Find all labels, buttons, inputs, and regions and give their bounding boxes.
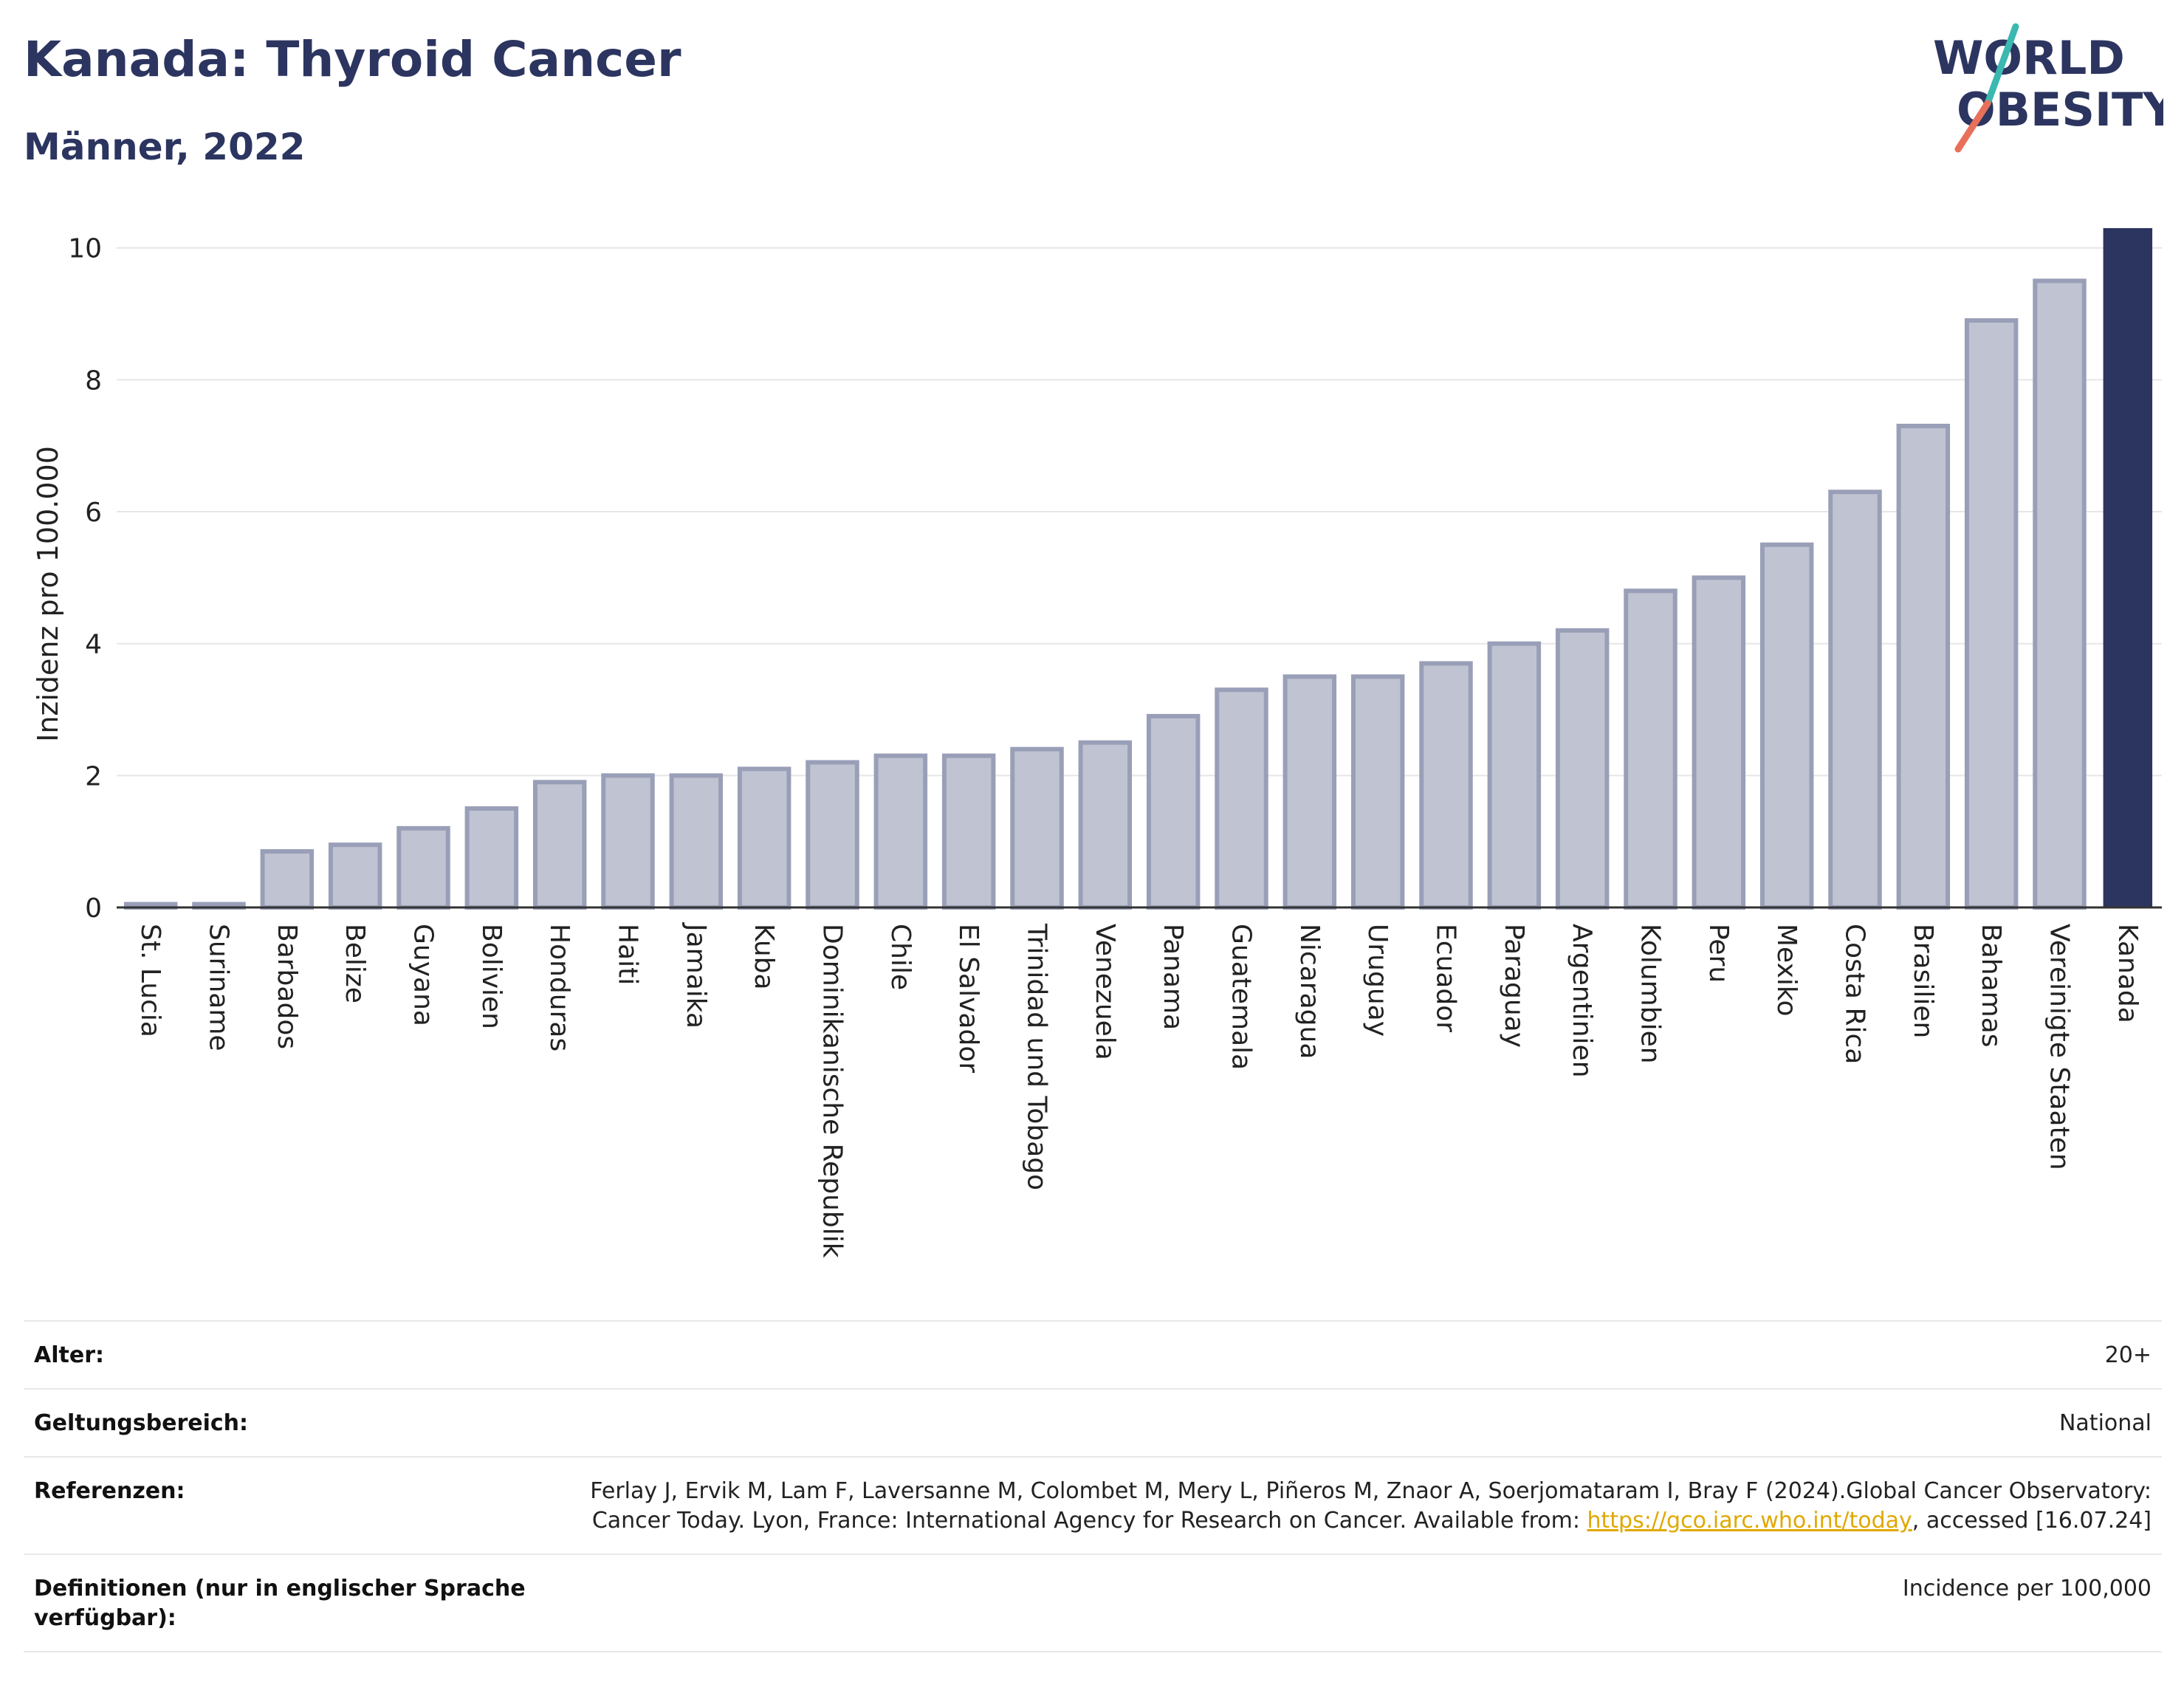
- x-tick-label: Haiti: [613, 924, 643, 985]
- bar-kanada: [2103, 227, 2153, 907]
- y-tick-label: 8: [85, 365, 102, 396]
- meta-row-references: Referenzen: Ferlay J, Ervik M, Lam F, La…: [24, 1456, 2162, 1553]
- bar-peru: [1692, 575, 1746, 910]
- metadata-table: Alter: 20+ Geltungsbereich: National Ref…: [24, 1320, 2162, 1652]
- meta-row-age: Alter: 20+: [24, 1320, 2162, 1388]
- x-tick-label: Mexiko: [1771, 924, 1802, 1016]
- x-tick-label: Jamaika: [681, 922, 711, 1029]
- x-tick-label: Panama: [1158, 924, 1188, 1030]
- y-tick-label: 6: [85, 498, 102, 528]
- x-tick-label: Uruguay: [1362, 924, 1393, 1037]
- meta-value: Ferlay J, Ervik M, Lam F, Laversanne M, …: [586, 1477, 2152, 1536]
- x-tick-label: Argentinien: [1567, 924, 1597, 1078]
- grid-lines: [117, 247, 2162, 777]
- bar-belize: [328, 842, 382, 910]
- x-tick-label: Barbados: [272, 924, 302, 1049]
- x-tick-label: Bahamas: [1976, 924, 2006, 1048]
- x-tick-label: Dominikanische Republik: [817, 924, 848, 1258]
- bar-honduras: [532, 780, 587, 910]
- bar-chile: [873, 753, 928, 910]
- x-tick-label: Peru: [1703, 924, 1734, 983]
- bar-bolivien: [464, 806, 519, 910]
- bar-jamaika: [669, 773, 724, 910]
- chart-subtitle: Männer, 2022: [24, 126, 306, 168]
- reference-text: Ferlay J, Ervik M, Lam F, Laversanne M, …: [590, 1478, 2152, 1534]
- meta-row-definitions: Definitionen (nur in englischer Sprache …: [24, 1553, 2162, 1652]
- x-tick-label: Guyana: [408, 924, 439, 1026]
- x-tick-label: Guatemala: [1226, 924, 1257, 1070]
- x-tick-label: Brasilien: [1908, 924, 1938, 1038]
- x-tick-label: Paraguay: [1499, 924, 1529, 1048]
- x-tick-label: Kuba: [749, 924, 779, 990]
- logo-slash-red: [1954, 100, 1991, 153]
- x-tick-label: Venezuela: [1090, 924, 1120, 1060]
- meta-value: 20+: [2104, 1342, 2152, 1368]
- bars: [123, 227, 2153, 910]
- bar-haiti: [601, 773, 655, 910]
- bar-mexiko: [1759, 542, 1814, 910]
- y-tick-label: 10: [68, 234, 102, 264]
- x-tick-label: Honduras: [544, 924, 574, 1051]
- y-tick-label: 0: [85, 893, 102, 924]
- bar-kolumbien: [1624, 588, 1678, 910]
- meta-label: Geltungsbereich:: [34, 1410, 249, 1436]
- bar-barbados: [260, 849, 315, 910]
- x-tick-label: Belize: [340, 924, 370, 1003]
- bar-vereinigte-staaten: [2033, 278, 2087, 910]
- world-obesity-logo: WORLD OBESITY: [1933, 23, 2163, 153]
- bar-costa-rica: [1828, 490, 1882, 910]
- x-tick-label: El Salvador: [953, 924, 983, 1073]
- x-tick-label: Bolivien: [476, 924, 506, 1029]
- bar-guatemala: [1215, 687, 1268, 910]
- bar-panama: [1146, 713, 1201, 910]
- x-tick-label: Trinidad und Tobago: [1022, 923, 1052, 1190]
- bar-kuba: [737, 766, 791, 910]
- meta-label: Referenzen:: [34, 1478, 185, 1504]
- x-tick-label: Nicaragua: [1294, 924, 1325, 1059]
- y-tick-label: 2: [85, 761, 102, 792]
- reference-link[interactable]: https://gco.iarc.who.int/today: [1587, 1508, 1912, 1534]
- logo-slash-teal: [1984, 23, 2019, 107]
- x-tick-label: Kolumbien: [1635, 924, 1666, 1064]
- x-tick-label: Kanada: [2112, 924, 2143, 1023]
- bar-argentinien: [1555, 628, 1610, 910]
- meta-label: Definitionen (nur in englischer Sprache …: [34, 1576, 526, 1631]
- y-axis-label: Inzidenz pro 100.000: [32, 446, 64, 742]
- bar-dominikanische-republik: [806, 760, 859, 910]
- meta-value: National: [2058, 1410, 2152, 1436]
- x-tick-label: St. Lucia: [135, 924, 165, 1037]
- bar-trinidad-und-tobago: [1010, 746, 1064, 910]
- bar-chart: 0 2 4 6 8 10 St. Lucia Suriname Barbados Belize Gu…: [32, 227, 2162, 1258]
- x-tick-label: Suriname: [204, 924, 234, 1051]
- x-tick-label: Vereinigte Staaten: [2044, 924, 2075, 1170]
- meta-value: Incidence per 100,000: [1902, 1576, 2152, 1601]
- bar-ecuador: [1419, 661, 1473, 910]
- logo-line1: WORLD: [1933, 31, 2125, 85]
- bar-guyana: [396, 825, 450, 910]
- x-tick-label: Ecuador: [1431, 924, 1461, 1032]
- bar-brasilien: [1896, 423, 1951, 910]
- x-tick-label: Costa Rica: [1840, 924, 1870, 1064]
- bar-bahamas: [1964, 317, 2019, 910]
- bar-paraguay: [1487, 641, 1542, 910]
- axes: 0 2 4 6 8 10 St. Lucia Suriname Barbados Belize Gu…: [68, 234, 2162, 1258]
- bar-el-salvador: [941, 753, 996, 910]
- meta-label: Alter:: [34, 1342, 104, 1368]
- bar-uruguay: [1350, 674, 1405, 910]
- reference-text-end: , accessed [16.07.24]: [1912, 1508, 2152, 1534]
- meta-row-scope: Geltungsbereich: National: [24, 1388, 2162, 1456]
- bar-nicaragua: [1282, 674, 1337, 910]
- bar-venezuela: [1078, 740, 1133, 910]
- chart-title: Kanada: Thyroid Cancer: [24, 31, 681, 88]
- y-tick-label: 4: [85, 630, 102, 660]
- x-tick-label: Chile: [885, 924, 916, 990]
